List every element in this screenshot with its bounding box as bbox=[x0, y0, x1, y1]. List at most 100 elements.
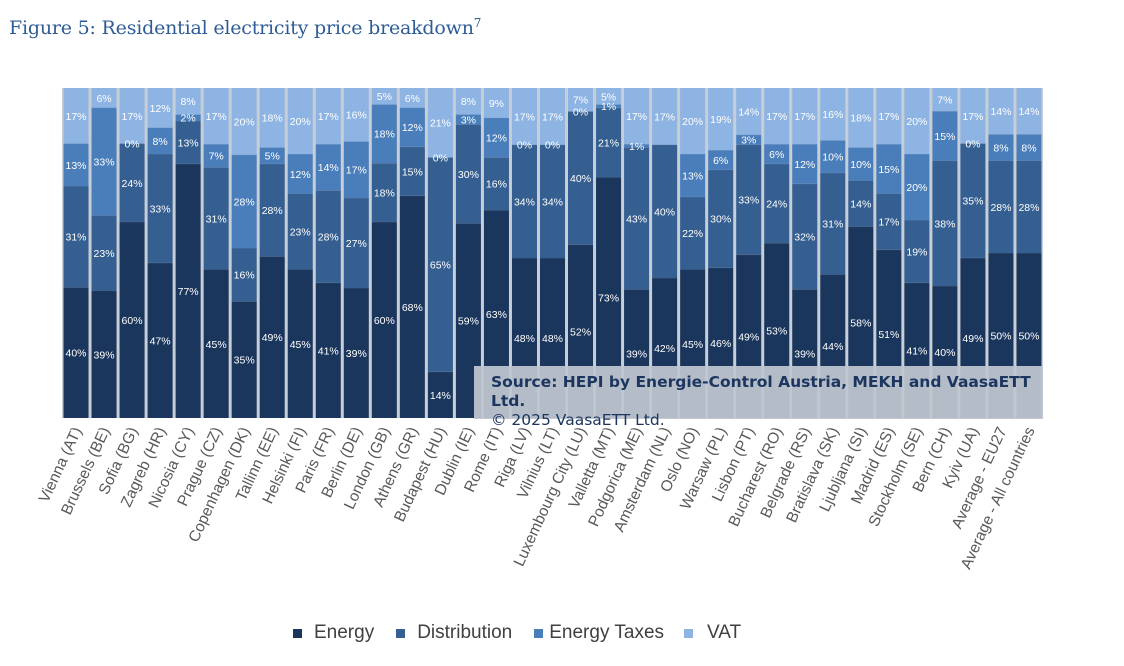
data-label: 19% bbox=[710, 114, 731, 126]
data-label: 20% bbox=[906, 182, 927, 194]
data-label: 6% bbox=[96, 93, 111, 105]
bar-segment-distribution bbox=[539, 144, 566, 258]
footnote-marker[interactable]: 7 bbox=[473, 16, 482, 30]
data-label: 7% bbox=[573, 95, 588, 107]
data-label: 8% bbox=[153, 136, 168, 148]
data-label: 46% bbox=[710, 338, 731, 350]
data-label: 16% bbox=[234, 270, 255, 282]
figure-title: Figure 5: Residential electricity price … bbox=[9, 16, 482, 39]
bar-segment-distribution bbox=[1016, 160, 1042, 253]
data-label: 12% bbox=[290, 169, 311, 181]
data-label: 0% bbox=[517, 140, 532, 152]
bar-segment-distribution bbox=[203, 167, 229, 270]
data-label: 44% bbox=[822, 341, 843, 353]
bar-segment-energy-taxes bbox=[820, 140, 846, 173]
data-label: 41% bbox=[318, 345, 339, 357]
data-label: 28% bbox=[1018, 202, 1039, 214]
bar-segment-vat bbox=[932, 88, 958, 112]
data-label: 18% bbox=[374, 188, 395, 200]
data-label: 23% bbox=[94, 248, 115, 260]
bar-segment-energy-taxes bbox=[988, 134, 1014, 161]
legend-swatch-distribution bbox=[396, 628, 406, 638]
bar-segment-vat bbox=[287, 88, 313, 154]
legend-swatch-energy-taxes bbox=[534, 628, 544, 638]
data-label: 3% bbox=[741, 135, 756, 147]
bar-segment-distribution bbox=[848, 180, 874, 227]
bar-segment-distribution bbox=[511, 144, 537, 258]
data-label: 40% bbox=[934, 347, 955, 359]
segment-separator bbox=[147, 127, 173, 129]
bar-segment-energy bbox=[231, 301, 257, 418]
bar-segment-vat bbox=[876, 88, 902, 145]
data-label: 58% bbox=[850, 317, 871, 329]
bar-segment-vat bbox=[904, 88, 930, 154]
data-label: 39% bbox=[794, 349, 815, 361]
bar-segment-vat bbox=[203, 88, 229, 145]
bar-segment-vat bbox=[91, 88, 117, 108]
bar-segment-distribution bbox=[483, 157, 509, 211]
bar-segment-distribution bbox=[904, 220, 930, 283]
bar-segment-energy bbox=[343, 288, 369, 418]
data-label: 45% bbox=[206, 339, 227, 351]
bar-segment-vat bbox=[624, 88, 650, 145]
data-label: 49% bbox=[962, 333, 983, 345]
data-label: 9% bbox=[489, 98, 504, 110]
bar-segment-vat bbox=[960, 88, 986, 144]
bar-segment-distribution bbox=[624, 147, 650, 290]
bar-segment-energy bbox=[91, 290, 117, 418]
data-label: 35% bbox=[234, 355, 255, 367]
bar-segment-energy-taxes bbox=[680, 154, 706, 197]
data-label: 45% bbox=[290, 339, 311, 351]
bar-segment-energy-taxes bbox=[624, 144, 650, 148]
data-label: 51% bbox=[878, 329, 899, 341]
data-label: 12% bbox=[150, 103, 171, 115]
bar-segment-distribution bbox=[568, 111, 594, 245]
legend-swatch-vat bbox=[684, 628, 694, 638]
data-label: 20% bbox=[682, 116, 703, 128]
bar-segment-distribution bbox=[708, 169, 734, 268]
data-label: 60% bbox=[122, 315, 143, 327]
data-label: 31% bbox=[66, 232, 87, 244]
data-label: 48% bbox=[514, 333, 535, 345]
data-label: 31% bbox=[206, 213, 227, 225]
data-label: 40% bbox=[654, 206, 675, 218]
data-label: 16% bbox=[346, 110, 367, 122]
bars-layer bbox=[62, 88, 1043, 418]
data-label: 27% bbox=[346, 238, 367, 250]
bar-segment-vat bbox=[511, 88, 537, 145]
bar-segment-vat bbox=[259, 88, 285, 148]
bar-segment-energy-taxes bbox=[399, 107, 425, 147]
data-label: 14% bbox=[318, 162, 339, 174]
data-label: 0% bbox=[433, 152, 448, 164]
bar-segment-vat bbox=[764, 88, 790, 145]
bar-segment-distribution bbox=[680, 196, 706, 270]
data-label: 39% bbox=[626, 349, 647, 361]
bar-segment-vat bbox=[539, 88, 566, 145]
bar-segment-energy-taxes bbox=[596, 104, 622, 108]
data-label: 8% bbox=[461, 96, 476, 108]
bar-segment-distribution bbox=[764, 163, 790, 244]
data-labels-layer: 40% 31% 13% 17% 39% 23% 33% 6% 60% 24% 0% 17% 47% 33%… bbox=[66, 91, 1040, 402]
bar-segment-vat bbox=[652, 88, 678, 145]
copyright-line: © 2025 VaasaETT Ltd. bbox=[491, 411, 665, 429]
data-label: 6% bbox=[405, 93, 420, 105]
bar-segment-vat bbox=[175, 88, 201, 115]
legend-item-vat: VAT bbox=[684, 622, 741, 644]
bar-segment-vat bbox=[1016, 88, 1042, 135]
bar-segment-distribution bbox=[932, 160, 958, 286]
data-label: 38% bbox=[934, 218, 955, 230]
segment-separator bbox=[399, 195, 425, 197]
bar-segment-energy-taxes bbox=[736, 134, 762, 145]
x-axis-tick-labels: Vienna (AT)Brussels (BE)Sofia (BG)Zagreb… bbox=[36, 424, 1039, 572]
legend-label: Energy bbox=[314, 622, 375, 643]
bar-segment-energy-taxes bbox=[1016, 134, 1042, 161]
data-label: 63% bbox=[486, 309, 507, 321]
bar-segment-vat bbox=[848, 88, 874, 148]
data-label: 24% bbox=[766, 199, 787, 211]
data-label: 34% bbox=[514, 196, 535, 208]
bar-segment-energy-taxes bbox=[904, 154, 930, 220]
legend-swatch-energy bbox=[293, 628, 302, 638]
data-label: 68% bbox=[402, 302, 423, 314]
data-label: 14% bbox=[738, 106, 759, 118]
segment-separator bbox=[764, 242, 790, 244]
